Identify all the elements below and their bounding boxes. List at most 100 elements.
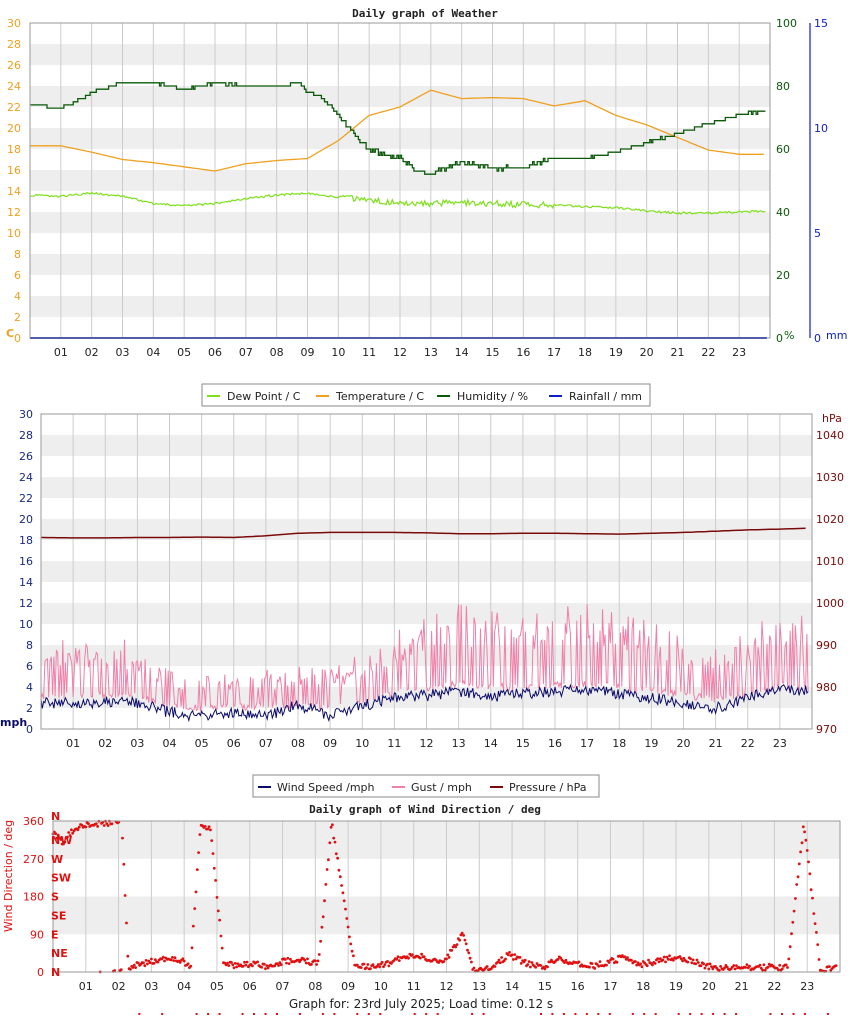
chart2-y-tick-right: 1030 bbox=[816, 471, 844, 484]
wind-direction-point bbox=[110, 822, 114, 826]
wind-direction-point bbox=[766, 965, 770, 969]
chart2-y-tick-right: 1000 bbox=[816, 597, 844, 610]
wind-direction-point bbox=[695, 958, 699, 962]
wind-direction-point bbox=[186, 962, 190, 966]
wind-direction-point bbox=[390, 962, 393, 965]
wind-direction-point bbox=[470, 960, 473, 964]
chart2-y-tick-left: 24 bbox=[19, 471, 33, 484]
wind-direction-point bbox=[577, 960, 581, 964]
wind-direction-point bbox=[329, 825, 333, 829]
wind-direction-point bbox=[735, 964, 738, 967]
chart2-x-tick: 08 bbox=[291, 737, 305, 750]
chart3-title: Daily graph of Wind Direction / deg bbox=[309, 803, 541, 816]
wind-direction-point bbox=[640, 965, 644, 969]
wind-direction-point bbox=[56, 833, 60, 837]
wind-direction-point bbox=[796, 875, 800, 879]
wind-direction-point bbox=[463, 938, 467, 942]
wind-direction-point bbox=[539, 964, 543, 967]
wind-direction-point bbox=[63, 840, 67, 844]
wind-direction-point bbox=[447, 956, 451, 959]
dew-point-line bbox=[29, 191, 766, 215]
wind-direction-point bbox=[206, 827, 210, 831]
wind-direction-point bbox=[54, 832, 57, 836]
wind-direction-point bbox=[319, 939, 322, 943]
wind-direction-point bbox=[142, 961, 145, 965]
wind-direction-point bbox=[723, 966, 726, 970]
chart1-frame bbox=[29, 22, 771, 339]
chart1-y-unit-rain: mm bbox=[826, 329, 847, 342]
wind-direction-point bbox=[195, 868, 199, 871]
wind-direction-point bbox=[226, 961, 229, 965]
chart3-y-tick: 90 bbox=[30, 928, 44, 941]
chart1-y-tick-left: 8 bbox=[14, 248, 21, 261]
wind-direction-marker bbox=[207, 1013, 210, 1015]
wind-direction-point bbox=[658, 957, 662, 961]
wind-direction-marker bbox=[540, 1013, 542, 1015]
wind-direction-point bbox=[198, 833, 202, 836]
chart1-x-tick: 20 bbox=[640, 346, 654, 359]
wind-direction-point bbox=[762, 963, 766, 967]
wind-direction-point bbox=[397, 959, 401, 962]
wind-direction-point bbox=[387, 964, 391, 968]
wind-direction-point bbox=[287, 962, 291, 965]
wind-direction-point bbox=[653, 962, 657, 965]
wind-direction-point bbox=[780, 967, 784, 971]
wind-direction-point bbox=[808, 872, 812, 876]
chart1-y-tick-left: 20 bbox=[7, 122, 21, 135]
wind-direction-point bbox=[763, 968, 767, 972]
wind-direction-point bbox=[598, 960, 602, 963]
wind-direction-point bbox=[725, 965, 729, 969]
wind-direction-point bbox=[215, 896, 219, 899]
chart2-y-tick-left: 16 bbox=[19, 555, 33, 568]
wind-direction-point bbox=[227, 964, 231, 967]
wind-direction-marker bbox=[413, 1013, 416, 1015]
chart3-x-tick: 18 bbox=[636, 980, 650, 993]
wind-direction-point bbox=[450, 949, 454, 952]
chart3-x-tick: 01 bbox=[79, 980, 93, 993]
gust-line bbox=[40, 604, 809, 712]
wind-direction-point bbox=[472, 966, 476, 970]
chart2-x-tick: 23 bbox=[773, 737, 787, 750]
wind-direction-marker bbox=[425, 1013, 428, 1015]
wind-direction-point bbox=[636, 961, 640, 965]
wind-direction-point bbox=[365, 966, 368, 970]
wind-direction-point bbox=[513, 953, 517, 956]
chart2-x-tick: 01 bbox=[66, 737, 80, 750]
wind-direction-point bbox=[790, 932, 793, 936]
chart1-y-tick-left: 28 bbox=[7, 38, 21, 51]
chart1-y-tick-rain: 10 bbox=[814, 122, 828, 135]
chart3-x-tick: 07 bbox=[276, 980, 290, 993]
chart1-axes: 01 02 03 04 05 06 07 08 09 10 11 12 13 14 15 16 17 18 19 20… bbox=[6, 17, 847, 359]
chart1-x-tick: 12 bbox=[393, 346, 407, 359]
wind-direction-point bbox=[812, 912, 816, 915]
wind-direction-point bbox=[87, 822, 90, 826]
chart2-series bbox=[40, 527, 809, 723]
wind-direction-point bbox=[331, 823, 334, 827]
chart3-x-tick: 04 bbox=[177, 980, 191, 993]
wind-direction-point bbox=[647, 958, 650, 962]
wind-direction-point bbox=[519, 962, 523, 965]
wind-direction-marker bbox=[608, 1013, 611, 1015]
wind-direction-point bbox=[744, 966, 747, 969]
wind-direction-point bbox=[590, 962, 594, 965]
wind-direction-point bbox=[630, 958, 633, 962]
wind-direction-point bbox=[611, 957, 615, 961]
wind-direction-point bbox=[71, 831, 75, 835]
wind-direction-point bbox=[797, 862, 801, 866]
wind-direction-point bbox=[784, 963, 788, 967]
chart2-y-tick-left: 0 bbox=[26, 723, 33, 736]
chart3-x-tick: 06 bbox=[243, 980, 257, 993]
chart1-x-tick: 08 bbox=[270, 346, 284, 359]
wind-direction-point bbox=[665, 955, 669, 959]
wind-direction-point bbox=[696, 961, 700, 964]
legend2-label: Wind Speed /mph bbox=[277, 781, 375, 794]
wind-direction-point bbox=[803, 830, 806, 834]
chart2-y-tick-right: 990 bbox=[816, 639, 837, 652]
legend1-label: Temperature / C bbox=[335, 390, 424, 403]
wind-direction-point bbox=[455, 943, 459, 946]
wind-direction-point bbox=[690, 961, 694, 965]
chart1-x-tick: 04 bbox=[146, 346, 160, 359]
chart2-y-tick-left: 4 bbox=[26, 681, 33, 694]
wind-direction-point bbox=[344, 907, 347, 911]
chart2-x-tick: 11 bbox=[387, 737, 401, 750]
